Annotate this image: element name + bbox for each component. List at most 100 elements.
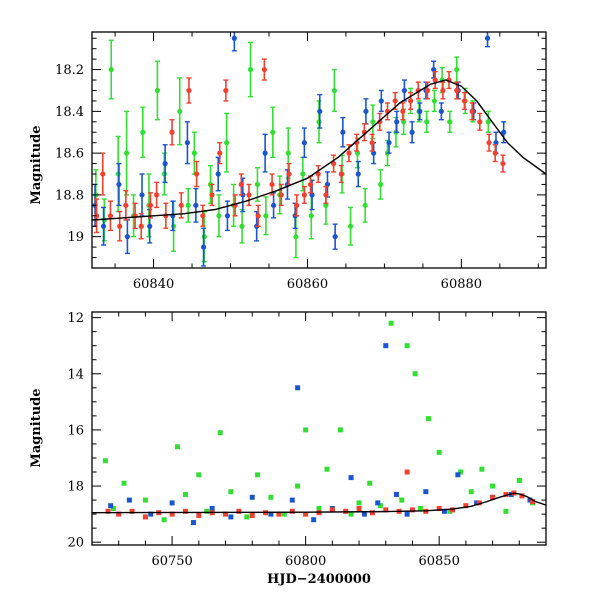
top-red-point — [377, 119, 383, 125]
top-green-point — [323, 202, 329, 208]
bottom-green-point — [458, 469, 464, 475]
top-green-point — [331, 87, 337, 94]
bottom-green-point — [436, 449, 442, 455]
top-green-point — [485, 119, 491, 125]
bottom-red-point — [329, 507, 335, 513]
top-red-point — [301, 192, 307, 198]
bottom-green-point — [303, 427, 309, 433]
bottom-red-point — [303, 511, 309, 517]
bottom-red-point — [436, 506, 442, 512]
top-green-point — [424, 119, 430, 125]
top-blue-point — [309, 192, 315, 198]
top-red-point — [469, 108, 475, 114]
top-green-point — [263, 213, 269, 219]
bottom-blue-point — [393, 491, 399, 497]
bottom-green-point — [161, 517, 167, 523]
top-red-point — [217, 150, 223, 156]
top-frame — [91, 31, 547, 269]
top-blue-point — [484, 35, 491, 41]
bottom-blue-point — [375, 500, 381, 506]
bottom-model-curve — [92, 492, 546, 514]
top-green-point — [239, 223, 245, 229]
top-green-point — [370, 119, 376, 125]
bottom-blue-point — [404, 511, 410, 517]
top-blue-point — [139, 192, 145, 198]
top-blue-point — [501, 129, 507, 135]
top-red-point — [407, 98, 414, 104]
bottom-red-point — [129, 508, 135, 514]
top-blue-point — [147, 223, 153, 229]
top-green-point — [177, 108, 183, 114]
top-red-point — [178, 202, 184, 208]
top-red-point — [346, 150, 352, 156]
top-blue-point — [124, 234, 130, 240]
bottom-ytick-label: 14 — [67, 367, 84, 382]
top-ytick-label: 18.6 — [55, 147, 84, 162]
top-green-point — [140, 129, 146, 135]
bottom-ytick-label: 20 — [67, 536, 84, 551]
bottom-blue-point — [209, 506, 215, 512]
top-red-point — [307, 181, 314, 188]
bottom-red-point — [530, 498, 536, 504]
top-green-point — [354, 150, 361, 156]
bottom-green-point — [348, 511, 354, 517]
bottom-red-point — [182, 508, 188, 514]
top-series-green — [93, 39, 491, 263]
bottom-red-point — [236, 508, 242, 514]
top-ytick-label: 18.4 — [55, 105, 84, 120]
bottom-ylabel: Magnitude — [29, 388, 44, 467]
top-red-point — [461, 98, 468, 104]
top-blue-point — [162, 160, 168, 167]
top-green-point — [293, 234, 299, 240]
bottom-blue-point — [148, 511, 154, 517]
top-xtick-label: 60860 — [287, 277, 328, 292]
top-green-point — [401, 119, 407, 125]
top-red-point — [424, 87, 431, 94]
top-red-point — [94, 213, 100, 219]
top-blue-point — [386, 140, 392, 146]
top-red-point — [138, 223, 144, 229]
bottom-green-point — [255, 472, 261, 478]
top-blue-point — [363, 108, 369, 114]
top-green-point — [185, 202, 191, 208]
bottom-xlabel: HJD−2400000 — [267, 572, 371, 587]
top-red-point — [194, 171, 200, 177]
top-red-point — [209, 192, 215, 198]
top-green-point — [108, 66, 114, 73]
bottom-green-point — [268, 494, 274, 500]
bottom-green-point — [281, 511, 287, 517]
bottom-blue-point — [169, 500, 175, 506]
top-blue-point — [340, 129, 346, 135]
top-red-point — [294, 202, 300, 208]
top-ytick-label: 18.8 — [55, 188, 84, 203]
bottom-green-point — [468, 489, 474, 495]
bottom-blue-point — [527, 497, 533, 503]
bottom-green-point — [142, 497, 148, 503]
bottom-ytick-label: 12 — [67, 311, 84, 326]
top-red-point — [286, 171, 292, 177]
bottom-green-point — [217, 430, 223, 436]
top-blue-point — [324, 181, 331, 188]
bottom-green-point — [367, 480, 373, 486]
bottom-blue-point — [474, 500, 480, 506]
bottom-blue-point — [455, 472, 461, 478]
bottom-red-point — [476, 500, 482, 506]
bottom-red-point — [404, 469, 410, 475]
bottom-red-point — [116, 511, 122, 517]
top-red-point — [440, 87, 446, 94]
bottom-green-point — [388, 320, 394, 326]
top-ytick-label: 19 — [67, 230, 84, 245]
top-xtick-label: 60880 — [441, 277, 482, 292]
bottom-green-point — [377, 503, 383, 509]
top-red-point — [261, 66, 267, 73]
top-red-point — [255, 213, 261, 219]
bottom-red-point — [369, 510, 375, 516]
top-red-point — [369, 140, 375, 146]
top-red-point — [331, 160, 337, 167]
top-green-point — [270, 129, 276, 135]
top-red-point — [163, 213, 169, 219]
top-blue-point — [301, 140, 307, 146]
bottom-green-point — [412, 371, 418, 377]
top-red-point — [186, 87, 192, 94]
